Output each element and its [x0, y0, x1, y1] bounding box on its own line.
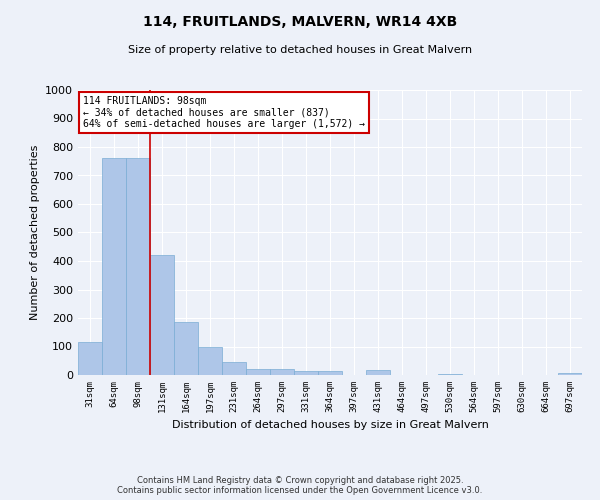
Bar: [222, 362, 246, 375]
Bar: [150, 256, 174, 375]
Bar: [78, 342, 102, 375]
Bar: [366, 370, 390, 375]
Bar: [126, 158, 150, 375]
Text: Size of property relative to detached houses in Great Malvern: Size of property relative to detached ho…: [128, 45, 472, 55]
Bar: [318, 370, 342, 375]
Bar: [558, 372, 582, 375]
Text: 114 FRUITLANDS: 98sqm
← 34% of detached houses are smaller (837)
64% of semi-det: 114 FRUITLANDS: 98sqm ← 34% of detached …: [83, 96, 365, 129]
Bar: [438, 374, 462, 375]
Text: Contains HM Land Registry data © Crown copyright and database right 2025.
Contai: Contains HM Land Registry data © Crown c…: [118, 476, 482, 495]
Bar: [174, 322, 198, 375]
Text: 114, FRUITLANDS, MALVERN, WR14 4XB: 114, FRUITLANDS, MALVERN, WR14 4XB: [143, 15, 457, 29]
Bar: [246, 370, 270, 375]
X-axis label: Distribution of detached houses by size in Great Malvern: Distribution of detached houses by size …: [172, 420, 488, 430]
Bar: [198, 348, 222, 375]
Y-axis label: Number of detached properties: Number of detached properties: [29, 145, 40, 320]
Bar: [102, 158, 126, 375]
Bar: [294, 370, 318, 375]
Bar: [270, 368, 294, 375]
